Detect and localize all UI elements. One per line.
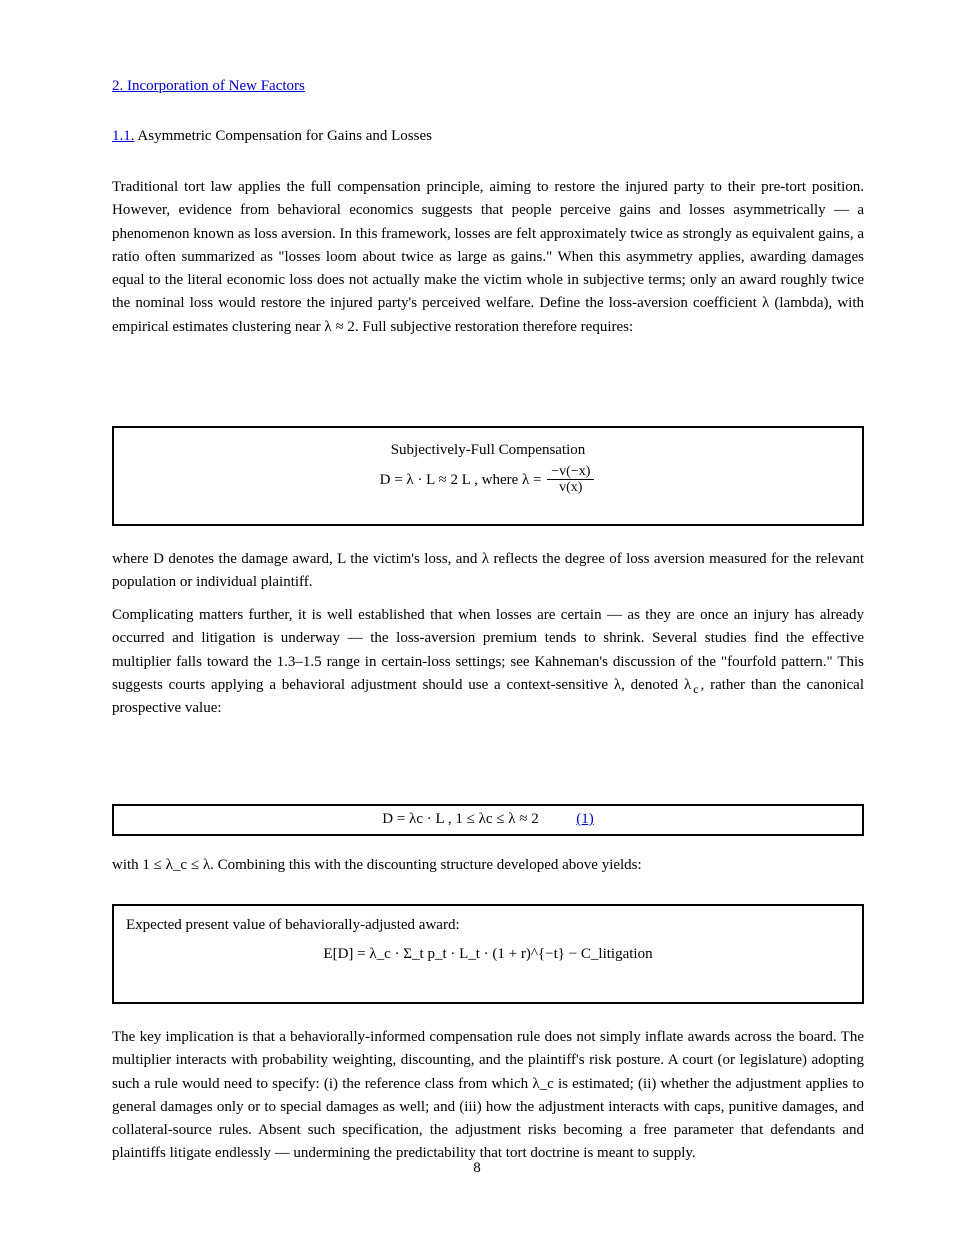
formula2-equation: D = λc · L , 1 ≤ λc ≤ λ ≈ 2 (1) <box>382 811 594 827</box>
paragraph-intro: Traditional tort law applies the full co… <box>112 176 864 339</box>
subsection-number-link[interactable]: 1.1. <box>112 128 135 144</box>
paragraph-after-box2: with 1 ≤ λ_c ≤ λ. Combining this with th… <box>112 854 864 877</box>
page: 2. Incorporation of New Factors 1.1. Asy… <box>0 0 954 1235</box>
subsection-title: Asymmetric Compensation for Gains and Lo… <box>135 128 432 144</box>
formula1-caption: Subjectively-Full Compensation <box>128 438 848 464</box>
formula-box-3: Expected present value of behaviorally-a… <box>112 904 864 1004</box>
formula1-equation: D = λ · L ≈ 2 L , where λ = −v(−x) v(x) <box>128 464 848 497</box>
subsection-heading: 1.1. Asymmetric Compensation for Gains a… <box>112 128 432 145</box>
formula-box-1: Subjectively-Full Compensation D = λ · L… <box>112 426 864 526</box>
formula1-fraction: −v(−x) v(x) <box>547 464 594 497</box>
formula2-ref-link[interactable]: (1) <box>576 811 594 827</box>
formula3-equation: E[D] = λ_c · Σ_t p_t · L_t · (1 + r)^{−t… <box>126 943 850 966</box>
section-heading-link[interactable]: 2. Incorporation of New Factors <box>112 78 305 95</box>
paragraph-after-box1a: where D denotes the damage award, L the … <box>112 548 864 595</box>
page-number: 8 <box>0 1160 954 1177</box>
paragraph-after-box3: The key implication is that a behavioral… <box>112 1026 864 1166</box>
formula3-caption: Expected present value of behaviorally-a… <box>126 914 850 937</box>
paragraph-after-box1b: Complicating matters further, it is well… <box>112 604 864 720</box>
formula-box-2: D = λc · L , 1 ≤ λc ≤ λ ≈ 2 (1) <box>112 804 864 836</box>
